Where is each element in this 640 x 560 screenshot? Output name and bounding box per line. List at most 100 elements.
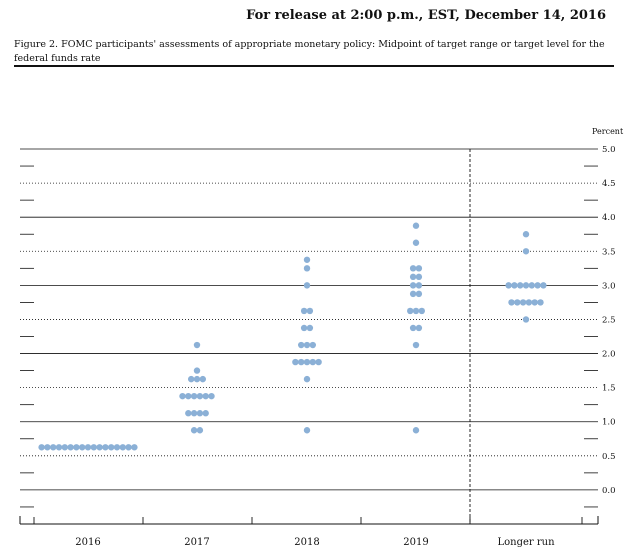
participant-dot [303, 427, 311, 434]
x-category-label: 2017 [184, 537, 209, 548]
participant-dot [409, 273, 417, 281]
participant-dot [309, 341, 316, 349]
participant-dot [309, 358, 316, 366]
participant-dot [418, 307, 425, 315]
participant-dot [84, 444, 92, 451]
participant-dot [409, 324, 417, 332]
participant-dot [505, 282, 512, 289]
participant-dot [50, 444, 57, 451]
y-tick-label: 1.5 [602, 384, 616, 394]
participant-dot [67, 444, 74, 451]
participant-dot [303, 256, 311, 263]
participant-dot [196, 410, 204, 417]
participant-dot [514, 299, 521, 306]
participant-dot [90, 444, 98, 451]
participant-dot [412, 307, 420, 315]
participant-dot [303, 358, 311, 366]
participant-dot [190, 392, 198, 400]
participant-dot [407, 307, 414, 315]
y-axis-ticks: 5.0 4.5 4.0 3.5 3.0 2.5 2.0 1.5 1.0 0.5 0.0 [602, 145, 616, 496]
participant-dot [193, 375, 201, 383]
participant-dot [185, 410, 192, 417]
participant-dot [517, 282, 524, 289]
participant-dot [44, 444, 51, 451]
y-axis-label: Percent [592, 127, 624, 136]
participant-dot [199, 375, 206, 383]
participant-dot [303, 282, 311, 289]
participant-dot [519, 299, 527, 306]
participant-dot [412, 427, 420, 434]
participant-dot [508, 299, 515, 306]
participant-dot [537, 299, 544, 306]
participant-dot [79, 444, 86, 451]
participant-dot [119, 444, 127, 451]
participant-dot [522, 231, 530, 238]
x-category-label: Longer run [497, 537, 555, 548]
participant-dot [528, 282, 535, 289]
participant-dot [96, 444, 103, 451]
participant-dot [409, 282, 417, 289]
participant-dot [522, 316, 530, 323]
participant-dot [55, 444, 63, 451]
x-axis: 2016 2017 2018 2019 Longer run [19, 516, 599, 548]
participant-dot [415, 290, 423, 298]
participant-dot [412, 222, 420, 229]
x-category-label: 2018 [294, 537, 319, 548]
participant-dot [412, 239, 420, 246]
participant-dot [511, 282, 518, 289]
participant-dot [415, 324, 423, 332]
y-tick-label: 5.0 [602, 145, 616, 155]
y-tick-label: 0.5 [602, 452, 616, 462]
y-tick-label: 2.0 [602, 350, 616, 360]
participant-dot [315, 358, 322, 366]
caption-rule [14, 65, 614, 67]
participant-dot [525, 299, 533, 306]
y-tick-label: 3.0 [602, 281, 616, 291]
participant-dot [292, 358, 299, 366]
participant-dot [61, 444, 68, 451]
y-tick-label: 4.5 [602, 179, 616, 189]
participant-dot [202, 392, 209, 400]
participant-dot [303, 341, 311, 349]
x-category-label: 2019 [403, 537, 428, 548]
figure-caption: Figure 2. FOMC participants' assessments… [14, 39, 605, 64]
y-tick-label: 3.5 [602, 247, 616, 257]
release-header: For release at 2:00 p.m., EST, December … [246, 8, 606, 23]
participant-dot [300, 324, 308, 332]
participant-dot [38, 444, 45, 451]
participant-dot [306, 324, 314, 332]
participant-dot [412, 341, 420, 349]
participant-dot [102, 444, 109, 451]
participant-dot [190, 410, 198, 417]
participant-dot [202, 410, 209, 417]
y-tick-label: 1.0 [602, 418, 616, 428]
participant-dot [298, 341, 305, 349]
participant-dot [108, 444, 115, 451]
participant-dot [306, 307, 314, 315]
participant-dot [300, 307, 308, 315]
gridlines [20, 148, 598, 524]
participant-dot [188, 375, 195, 383]
participant-dot [298, 358, 305, 366]
x-category-label: 2016 [75, 537, 100, 548]
participant-dot [193, 367, 201, 374]
participant-dot [196, 392, 204, 400]
participant-dot [73, 444, 80, 451]
participant-dot [125, 444, 132, 451]
participant-dot [409, 290, 417, 298]
participant-dot [534, 282, 541, 289]
y-tick-label: 2.5 [602, 315, 616, 325]
participant-dot [193, 341, 201, 349]
participant-dot [303, 265, 311, 272]
dots-layer [38, 222, 547, 451]
y-tick-label: 0.0 [602, 486, 616, 496]
participant-dot [208, 392, 215, 400]
participant-dot [131, 444, 138, 451]
participant-dot [409, 265, 417, 272]
participant-dot [303, 375, 311, 383]
participant-dot [415, 282, 423, 289]
participant-dot [113, 444, 121, 451]
participant-dot [196, 427, 204, 434]
participant-dot [522, 282, 530, 289]
